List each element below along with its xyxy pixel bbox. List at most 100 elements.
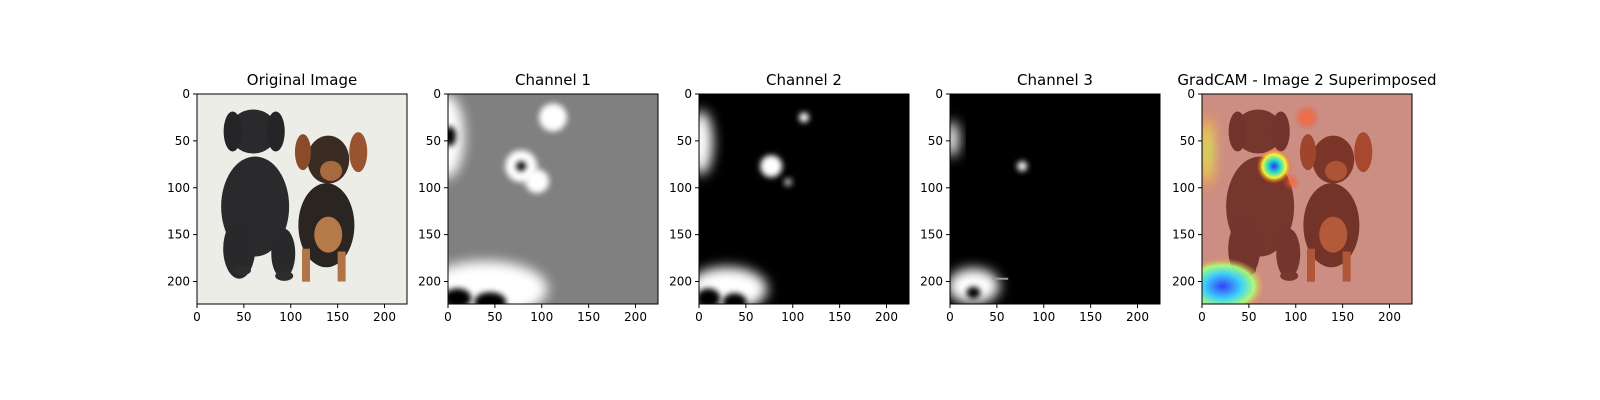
- y-tick-label: 200: [669, 275, 692, 289]
- y-tick-label: 50: [677, 134, 692, 148]
- axis-ticks: 0 50 100 150 200 0 50 100 150 200: [418, 87, 647, 324]
- x-tick-label: 200: [373, 310, 396, 324]
- heatmap-background: [950, 94, 1160, 304]
- subplot-title: GradCAM - Image 2 Superimposed: [1177, 71, 1436, 89]
- x-tick-label: 0: [695, 310, 703, 324]
- axis-ticks: 0 50 100 150 200 0 50 100 150 200: [1172, 87, 1401, 324]
- y-tick-label: 200: [920, 275, 943, 289]
- heatmap-features: [699, 110, 809, 304]
- axes-frame: [949, 93, 1161, 305]
- subplot-title: Channel 3: [1017, 71, 1093, 89]
- image-area: [197, 94, 407, 304]
- bright-region: [1017, 161, 1028, 172]
- x-tick-label: 0: [1198, 310, 1206, 324]
- bright-region: [525, 169, 550, 194]
- image-area: [950, 94, 1160, 304]
- hotspot-center: [1256, 148, 1293, 185]
- y-tick-label: 200: [1172, 275, 1195, 289]
- axis-ticks: 0 50 100 150 200 0 50 100 150 200: [920, 87, 1149, 324]
- x-tick-label: 50: [487, 310, 502, 324]
- image-area: [1202, 94, 1412, 304]
- x-tick-label: 100: [1284, 310, 1307, 324]
- y-tick-label: 50: [175, 134, 190, 148]
- hotspot-top: [1294, 104, 1320, 131]
- x-tick-label: 200: [1378, 310, 1401, 324]
- x-tick-label: 200: [875, 310, 898, 324]
- x-tick-label: 0: [946, 310, 954, 324]
- x-tick-label: 150: [1079, 310, 1102, 324]
- subplot-5: 0 50 100 150 200 0 50 100 150 200 GradCAM - Image …: [1172, 71, 1437, 324]
- y-tick-label: 50: [1180, 134, 1195, 148]
- bright-region: [760, 155, 783, 178]
- bright-region: [448, 261, 548, 304]
- subplot-1: 0 50 100 150 200 0 50 100 150 200 Original Image: [167, 71, 408, 324]
- dark-core: [448, 126, 456, 147]
- x-tick-label: 200: [624, 310, 647, 324]
- heatmap-features: [448, 94, 567, 304]
- x-tick-label: 50: [989, 310, 1004, 324]
- x-tick-label: 200: [1126, 310, 1149, 324]
- x-tick-label: 0: [193, 310, 201, 324]
- x-tick-label: 100: [530, 310, 553, 324]
- thin-streak: [992, 277, 1009, 280]
- y-tick-label: 0: [433, 87, 441, 101]
- axis-ticks: 0 50 100 150 200 0 50 100 150 200: [669, 87, 898, 324]
- y-tick-label: 50: [426, 134, 441, 148]
- y-tick-label: 100: [1172, 181, 1195, 195]
- subplot-title: Original Image: [247, 71, 357, 89]
- x-tick-label: 150: [1331, 310, 1354, 324]
- y-tick-label: 200: [167, 275, 190, 289]
- image-area: [699, 94, 909, 304]
- y-tick-label: 150: [669, 228, 692, 242]
- y-tick-label: 0: [182, 87, 190, 101]
- y-tick-label: 200: [418, 275, 441, 289]
- x-tick-label: 100: [1032, 310, 1055, 324]
- y-tick-label: 100: [167, 181, 190, 195]
- bright-region: [799, 112, 809, 123]
- axes-frame: [1201, 93, 1413, 305]
- subplot-title: Channel 1: [515, 71, 591, 89]
- y-tick-label: 100: [669, 181, 692, 195]
- axes-frame: [196, 93, 408, 305]
- axis-ticks: 0 50 100 150 200 0 50 100 150 200: [167, 87, 396, 324]
- y-tick-label: 0: [1187, 87, 1195, 101]
- axes-frame: [447, 93, 659, 305]
- bright-region: [448, 94, 465, 178]
- x-tick-label: 50: [236, 310, 251, 324]
- y-tick-label: 50: [928, 134, 943, 148]
- x-tick-label: 50: [1241, 310, 1256, 324]
- dark-core: [699, 288, 721, 304]
- y-tick-label: 100: [920, 181, 943, 195]
- x-tick-label: 0: [444, 310, 452, 324]
- y-tick-label: 150: [1172, 228, 1195, 242]
- bright-region: [539, 103, 567, 132]
- x-tick-label: 100: [279, 310, 302, 324]
- y-tick-label: 0: [935, 87, 943, 101]
- subplot-4: 0 50 100 150 200 0 50 100 150 200 Channel 3: [920, 71, 1161, 324]
- heatmap-features: [950, 121, 1028, 304]
- y-tick-label: 150: [167, 228, 190, 242]
- x-tick-label: 100: [781, 310, 804, 324]
- x-tick-label: 150: [326, 310, 349, 324]
- x-tick-label: 150: [828, 310, 851, 324]
- hotspot-secondary: [1282, 173, 1301, 192]
- bright-region: [950, 121, 959, 157]
- dark-core: [722, 293, 747, 304]
- x-tick-label: 50: [738, 310, 753, 324]
- image-area: [448, 94, 658, 304]
- dark-core: [474, 292, 507, 304]
- bright-region: [699, 110, 713, 175]
- y-tick-label: 0: [684, 87, 692, 101]
- dark-core: [516, 161, 527, 172]
- subplot-3: 0 50 100 150 200 0 50 100 150 200 Channel 2: [669, 71, 910, 324]
- y-tick-label: 150: [418, 228, 441, 242]
- bright-region: [784, 178, 793, 187]
- tan-dog: [294, 132, 368, 282]
- hotspot-left-edge: [1202, 109, 1216, 194]
- subplot-2: 0 50 100 150 200 0 50 100 150 200 Channel 1: [418, 71, 659, 324]
- x-tick-label: 150: [577, 310, 600, 324]
- bright-region: [950, 268, 1000, 304]
- subplot-title: Channel 2: [766, 71, 842, 89]
- dark-core: [448, 288, 472, 304]
